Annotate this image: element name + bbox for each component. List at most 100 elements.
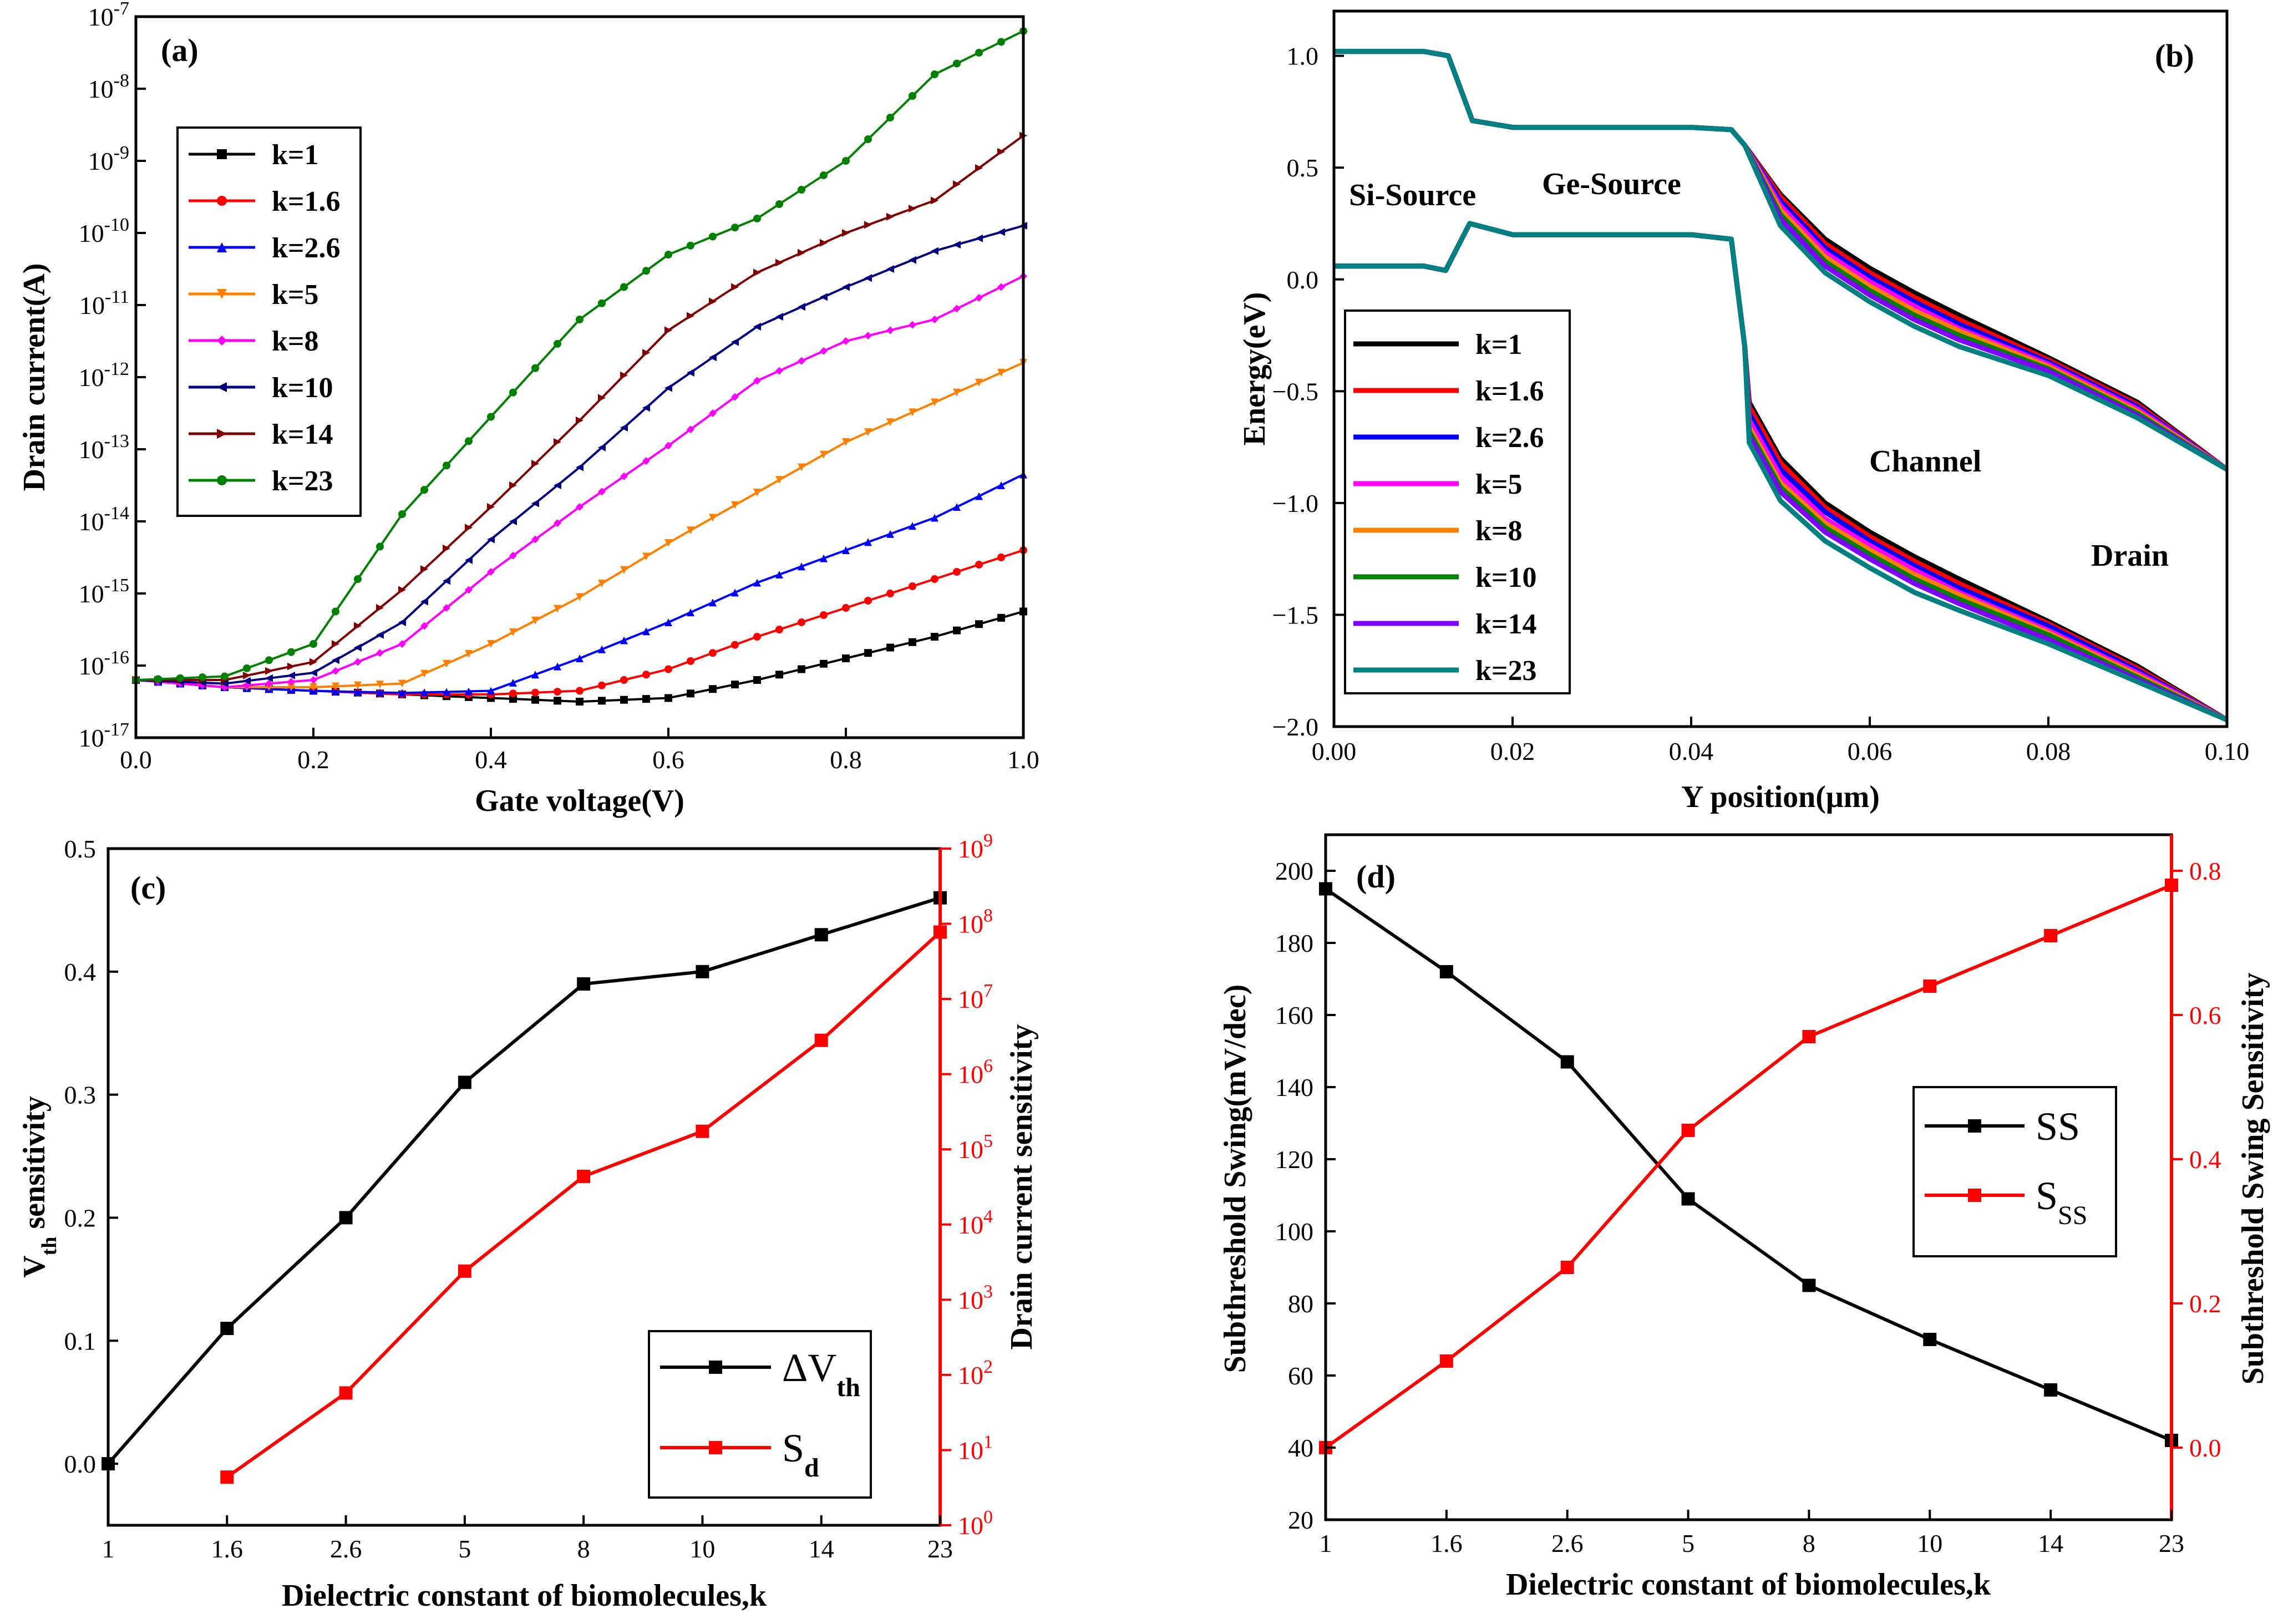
marker-k=10 <box>620 424 628 432</box>
legend-label-k=8: k=8 <box>1475 515 1523 547</box>
marker-k=23 <box>310 640 317 648</box>
marker-k=5 <box>531 616 539 625</box>
panel-b-series <box>1334 49 2229 723</box>
x-tick-label: 23 <box>927 1535 953 1563</box>
panel-a-xlabel: Gate voltage(V) <box>475 784 684 818</box>
marker-k=14 <box>354 622 362 630</box>
marker-k=10 <box>531 499 539 507</box>
marker-k=2.6 <box>554 662 561 671</box>
marker-k=5 <box>642 552 650 561</box>
marker-k=10 <box>997 228 1005 236</box>
marker-k=14 <box>709 297 717 306</box>
marker-k=10 <box>909 256 916 264</box>
panel-a-legend: k=1 k=1.6 k=2.6 k=5 k=8 k=10 k=14 k=23 <box>176 126 362 517</box>
marker-k=14 <box>420 565 428 574</box>
marker-k=1 <box>953 626 961 635</box>
marker-k=8 <box>487 568 495 576</box>
y-tick-label: 10-10 <box>79 215 129 247</box>
marker-k=23 <box>864 135 872 143</box>
marker-k=23 <box>620 283 628 291</box>
y-tick-label: 20 <box>1288 1506 1313 1534</box>
legend-marker-k=14 <box>217 429 227 439</box>
panel-c-label: (c) <box>130 870 166 906</box>
marker-k=8 <box>997 283 1005 291</box>
marker-k=1 <box>531 696 539 704</box>
marker-k=14 <box>975 164 983 172</box>
panel-c-legend: ΔVth Sd <box>648 1330 872 1499</box>
marker-k=14 <box>798 248 805 257</box>
y-tick-label: 0.4 <box>64 958 97 986</box>
marker-k=8 <box>287 678 295 686</box>
marker-k=23 <box>154 675 162 683</box>
marker-k=1.6 <box>775 626 783 633</box>
marker-k=8 <box>620 472 628 480</box>
marker-k=23 <box>931 70 938 78</box>
marker-k=10 <box>265 674 273 682</box>
x-tick-label: 0.04 <box>1669 737 1714 765</box>
marker-k=8 <box>265 679 273 688</box>
marker-k=10 <box>376 631 384 639</box>
marker-k=5 <box>975 378 983 387</box>
marker-k=5 <box>354 681 362 689</box>
marker-k=10 <box>709 353 717 362</box>
panel-c-xlabel: Dielectric constant of biomolecules,k <box>282 1579 767 1613</box>
marker-ΔVth <box>814 928 828 942</box>
marker-k=8 <box>753 377 761 385</box>
marker-SSS <box>2044 929 2058 942</box>
marker-k=14 <box>554 438 561 446</box>
marker-k=14 <box>398 586 406 594</box>
y-tick-label: 0.5 <box>64 835 97 863</box>
marker-k=5 <box>509 628 517 636</box>
legend-marker-k=10 <box>217 382 227 392</box>
y-tick-label: 160 <box>1275 1001 1313 1029</box>
marker-k=14 <box>642 349 650 357</box>
series-k=23 <box>1334 49 2229 723</box>
marker-k=14 <box>465 524 473 532</box>
marker-k=1.6 <box>842 604 850 612</box>
annotation-ge-source: Ge-Source <box>1542 167 1681 201</box>
marker-k=14 <box>997 148 1005 156</box>
marker-k=14 <box>598 394 606 402</box>
marker-k=23 <box>775 200 783 208</box>
marker-k=1.6 <box>753 633 761 641</box>
marker-k=1.6 <box>909 582 916 590</box>
marker-SS <box>1923 1333 1937 1346</box>
legend-label-k=10: k=10 <box>272 372 333 404</box>
marker-k=14 <box>864 221 872 229</box>
legend-label-k=14: k=14 <box>1475 608 1537 640</box>
marker-k=5 <box>310 683 317 691</box>
marker-k=8 <box>576 503 584 511</box>
marker-k=23 <box>753 215 761 222</box>
marker-k=5 <box>664 539 672 547</box>
legend-marker-k=1 <box>217 149 227 159</box>
marker-k=1 <box>687 689 694 698</box>
marker-k=23 <box>576 316 584 323</box>
marker-k=10 <box>398 618 406 626</box>
marker-k=2.6 <box>775 570 783 578</box>
marker-k=23 <box>243 664 251 672</box>
marker-k=1.6 <box>864 597 872 605</box>
marker-k=10 <box>332 656 339 664</box>
marker-k=10 <box>487 535 495 544</box>
y-tick-label: 10-15 <box>79 575 129 608</box>
y-right-tick-label: 0.0 <box>2189 1434 2221 1462</box>
y-right-tick-label: 108 <box>958 906 993 938</box>
marker-k=5 <box>398 679 406 688</box>
legend-label-k=14: k=14 <box>272 419 333 450</box>
y-tick-label: 0.0 <box>64 1450 97 1478</box>
marker-k=14 <box>443 544 450 552</box>
y-tick-label: 140 <box>1275 1073 1313 1102</box>
legend-marker-k=1.6 <box>217 196 227 206</box>
marker-k=2.6 <box>642 627 650 636</box>
marker-k=1 <box>620 696 628 704</box>
x-tick-label: 10 <box>689 1535 715 1563</box>
marker-k=5 <box>864 428 872 437</box>
marker-Sd <box>220 1470 234 1484</box>
x-tick-label: 2.6 <box>1551 1529 1584 1557</box>
y-tick-label: 180 <box>1275 929 1313 957</box>
marker-k=1 <box>731 681 739 689</box>
marker-k=8 <box>531 535 539 544</box>
x-tick-label: 0.10 <box>2205 737 2250 765</box>
x-tick-label: 1.6 <box>211 1535 243 1563</box>
marker-k=2.6 <box>398 689 406 697</box>
